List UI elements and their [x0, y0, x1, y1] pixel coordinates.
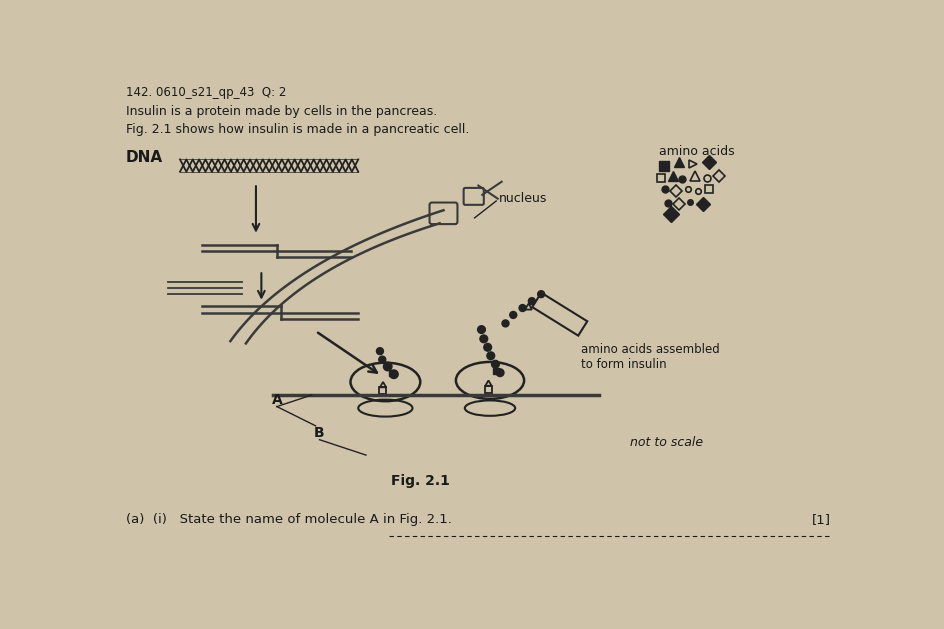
Text: A: A — [272, 393, 282, 407]
Text: not to scale: not to scale — [630, 436, 702, 449]
Circle shape — [390, 370, 398, 379]
Circle shape — [480, 335, 488, 343]
Circle shape — [510, 311, 516, 318]
Circle shape — [383, 362, 392, 370]
Circle shape — [377, 348, 383, 355]
Text: nucleus: nucleus — [499, 192, 548, 205]
Text: DNA: DNA — [126, 150, 163, 165]
Bar — [389, 370, 396, 376]
Text: amino acids assembled
to form insulin: amino acids assembled to form insulin — [581, 343, 719, 372]
Text: Fig. 2.1 shows how insulin is made in a pancreatic cell.: Fig. 2.1 shows how insulin is made in a … — [126, 123, 469, 136]
Circle shape — [492, 360, 499, 368]
Text: Insulin is a protein made by cells in the pancreas.: Insulin is a protein made by cells in th… — [126, 105, 437, 118]
Circle shape — [529, 298, 535, 304]
Circle shape — [483, 343, 492, 351]
Text: [1]: [1] — [812, 513, 831, 526]
Circle shape — [478, 326, 485, 333]
Circle shape — [487, 352, 495, 360]
Text: amino acids: amino acids — [659, 145, 734, 158]
Bar — [484, 386, 492, 392]
Circle shape — [379, 356, 386, 363]
Circle shape — [502, 320, 509, 327]
Text: Fig. 2.1: Fig. 2.1 — [391, 474, 449, 488]
Circle shape — [538, 291, 545, 298]
Circle shape — [519, 304, 526, 311]
Bar — [379, 387, 386, 394]
Text: 142. 0610_s21_qp_43  Q: 2: 142. 0610_s21_qp_43 Q: 2 — [126, 86, 286, 99]
Bar — [493, 368, 499, 374]
Circle shape — [497, 369, 504, 377]
Text: (a)  (i)   State the name of molecule A in Fig. 2.1.: (a) (i) State the name of molecule A in … — [126, 513, 451, 526]
Text: B: B — [313, 426, 324, 440]
